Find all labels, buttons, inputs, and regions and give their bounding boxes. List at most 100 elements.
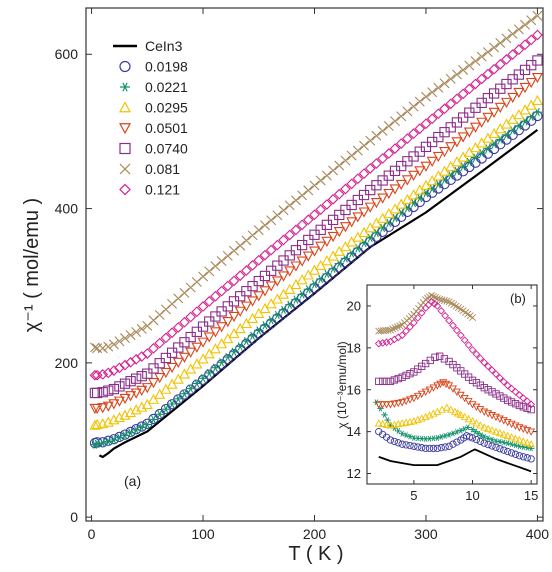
legend-label: 0.121 <box>145 182 180 198</box>
data-point <box>464 414 473 423</box>
data-point <box>531 94 543 106</box>
data-point <box>429 384 438 392</box>
inset-series-group <box>373 291 536 473</box>
series-0.0740 <box>89 55 543 399</box>
data-point <box>515 435 524 444</box>
data-point <box>179 316 190 328</box>
legend-item: 0.0198 <box>119 59 188 75</box>
data-point <box>346 178 358 190</box>
series-0.0740 <box>375 352 535 414</box>
data-point <box>496 445 504 453</box>
data-point <box>108 399 120 410</box>
data-point <box>154 337 166 349</box>
series-0.0295 <box>89 94 543 430</box>
data-point <box>395 138 407 149</box>
legend-label: 0.0501 <box>145 120 188 136</box>
data-point <box>488 107 500 118</box>
data-point <box>451 137 463 148</box>
data-point <box>445 316 453 325</box>
data-point <box>425 444 434 453</box>
data-point <box>504 396 512 404</box>
data-point <box>394 399 403 408</box>
data-point <box>484 440 492 449</box>
data-point <box>278 205 289 216</box>
data-point <box>489 42 500 53</box>
data-point <box>328 165 339 176</box>
data-point <box>309 209 320 221</box>
data-point <box>504 440 511 447</box>
data-point <box>130 388 142 399</box>
data-point <box>489 139 499 149</box>
data-point <box>441 432 449 439</box>
data-point <box>421 388 430 396</box>
data-point <box>482 112 494 123</box>
data-point <box>464 60 475 71</box>
data-point <box>97 403 109 414</box>
data-point <box>390 116 400 127</box>
data-point <box>476 381 484 389</box>
data-point <box>421 188 431 198</box>
data-point <box>460 336 469 344</box>
data-point <box>125 376 136 387</box>
data-point <box>259 220 270 231</box>
data-point <box>352 212 364 223</box>
data-point <box>272 310 282 320</box>
data-point <box>470 153 481 162</box>
data-point <box>425 386 434 394</box>
data-point <box>458 162 468 171</box>
data-point <box>114 362 125 374</box>
data-point <box>247 260 258 271</box>
data-point <box>532 10 543 21</box>
y-tick-label: 12 <box>347 466 361 481</box>
data-point <box>97 343 108 354</box>
data-point <box>359 140 370 151</box>
data-point <box>468 401 477 409</box>
data-point <box>469 122 482 133</box>
data-point <box>513 87 525 99</box>
data-point <box>503 381 512 390</box>
data-point <box>223 352 233 362</box>
data-point <box>515 452 524 460</box>
data-point <box>172 322 184 333</box>
data-point <box>278 234 289 246</box>
data-point <box>241 235 252 246</box>
series-line <box>378 448 532 473</box>
data-point <box>296 219 308 231</box>
legend-item: 0.0740 <box>119 141 188 157</box>
data-point <box>197 301 209 312</box>
x-tick-label: 100 <box>191 526 215 542</box>
data-point <box>265 244 277 256</box>
data-point <box>441 311 449 320</box>
data-point <box>352 145 363 156</box>
data-point <box>209 327 221 338</box>
y-tick-label: 14 <box>347 424 361 439</box>
data-point <box>449 321 457 330</box>
data-point <box>160 332 172 344</box>
data-point <box>437 306 446 315</box>
data-point <box>458 64 469 75</box>
data-point <box>513 44 525 56</box>
data-point <box>402 327 410 335</box>
series-0.0501 <box>374 379 536 436</box>
data-point <box>216 338 228 349</box>
y-tick-label: 200 <box>55 355 79 371</box>
data-point <box>271 276 283 287</box>
data-point <box>415 193 425 203</box>
data-point <box>384 218 394 228</box>
data-point <box>359 238 369 248</box>
data-point <box>456 410 465 419</box>
data-point <box>173 394 183 404</box>
data-point <box>291 295 301 304</box>
data-point <box>394 439 402 447</box>
data-point <box>414 166 426 177</box>
data-point <box>172 373 184 384</box>
data-point <box>290 261 302 272</box>
data-point <box>442 403 451 411</box>
data-point <box>222 250 233 261</box>
data-point <box>375 377 383 386</box>
data-point <box>241 265 252 276</box>
x-tick-label: 200 <box>303 526 327 542</box>
data-point <box>482 68 494 80</box>
data-point <box>427 291 436 299</box>
data-point <box>358 207 370 218</box>
